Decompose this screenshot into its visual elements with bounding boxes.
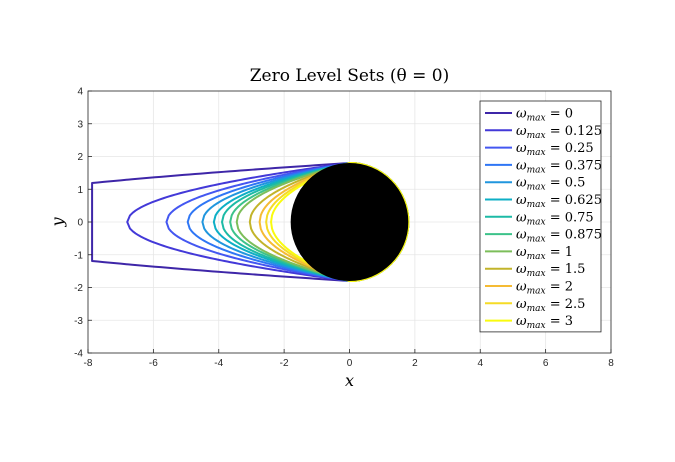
- y-tick-label: -4: [74, 349, 83, 360]
- tick-labels: -8 -6 -4 -2 0 2 4 6 8 -4 -3 -2 -1 0 1 2 3 4: [74, 87, 614, 370]
- level-set-curve: [186, 162, 350, 282]
- x-tick-label: 8: [608, 358, 614, 369]
- legend-label: ωmax = 0.625: [516, 193, 602, 210]
- x-tick-label: -2: [280, 358, 289, 369]
- legend-label: ωmax = 2: [516, 280, 573, 297]
- y-axis-label: y: [48, 217, 67, 228]
- y-tick-label: 2: [77, 152, 83, 163]
- legend-label: ωmax = 0.25: [516, 141, 594, 158]
- legend-label: ωmax = 0.5: [516, 176, 585, 193]
- legend-label: ωmax = 0.875: [516, 228, 602, 245]
- legend-label: ωmax = 0.125: [516, 124, 602, 141]
- y-tick-label: -3: [74, 316, 83, 327]
- x-tick-label: -6: [149, 358, 158, 369]
- obstacle-disk: [290, 163, 409, 281]
- level-set-curve: [126, 162, 350, 282]
- legend-label: ωmax = 1: [516, 245, 573, 262]
- legend-label: ωmax = 0.75: [516, 210, 594, 227]
- legend-label: ωmax = 3: [516, 314, 573, 331]
- y-tick-label: 1: [77, 185, 83, 196]
- y-tick-label: -1: [74, 250, 83, 261]
- x-tick-label: 2: [412, 358, 418, 369]
- obstacle-group: [290, 163, 409, 281]
- legend-label: ωmax = 2.5: [516, 297, 585, 314]
- x-axis-label: x: [345, 371, 354, 390]
- legend-label: ωmax = 0: [516, 107, 573, 124]
- y-tick-label: 4: [77, 87, 83, 98]
- level-set-curve: [91, 162, 350, 282]
- y-tick-label: -2: [74, 283, 83, 294]
- x-tick-label: 6: [543, 358, 549, 369]
- x-tick-label: 0: [347, 358, 353, 369]
- chart-title: Zero Level Sets (θ = 0): [250, 66, 450, 86]
- legend-label: ωmax = 0.375: [516, 158, 602, 175]
- x-tick-label: 4: [477, 358, 483, 369]
- legend-label: ωmax = 1.5: [516, 262, 585, 279]
- x-tick-label: -4: [214, 358, 223, 369]
- y-tick-label: 0: [77, 218, 83, 229]
- x-tick-label: -8: [84, 358, 93, 369]
- level-set-curve: [235, 162, 350, 282]
- level-set-curve: [165, 162, 350, 282]
- y-tick-label: 3: [77, 119, 83, 130]
